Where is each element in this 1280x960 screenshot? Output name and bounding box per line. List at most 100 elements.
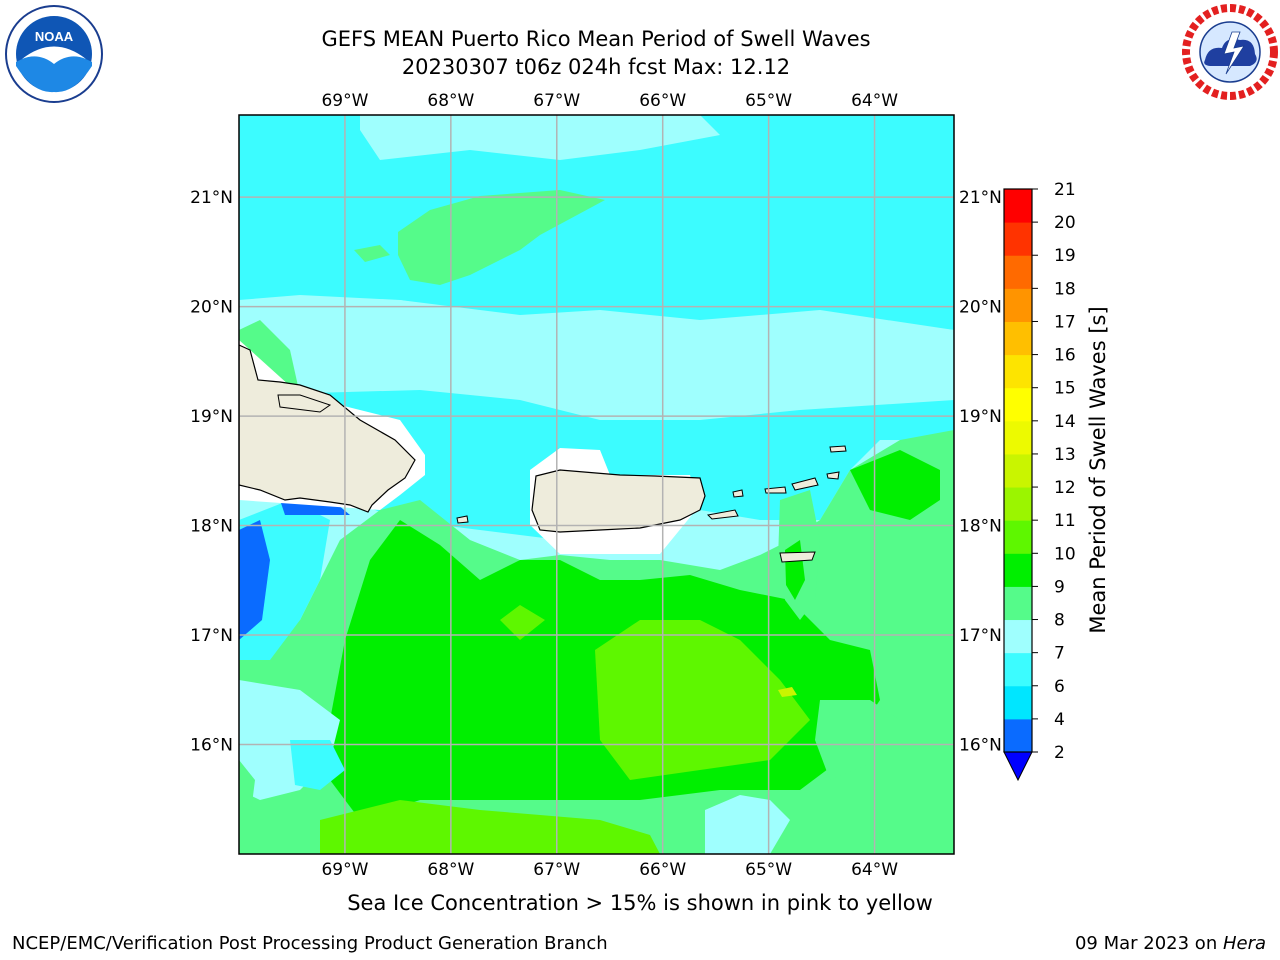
- colorbar-bin: [1004, 652, 1032, 687]
- contour-9s-north: [360, 115, 720, 160]
- lon-tick-label-top: 69°W: [321, 91, 368, 111]
- contour-10s-east-patch: [815, 700, 900, 780]
- colorbar-tick-label: 15: [1054, 379, 1076, 399]
- colorbar-bin: [1004, 387, 1032, 422]
- land-puerto-rico: [531, 469, 706, 533]
- contour-11s-east: [850, 450, 940, 520]
- colorbar-bin: [1004, 520, 1032, 554]
- colorbar: 2 4 6 7 8 9 10 11 12 13 14 15 16 17 18 19 20 21: [1003, 180, 1076, 782]
- axis-labels: 69°W 69°W 68°W 68°W 67°W 67°W 66°W 66°W 65°W 65°W…: [190, 91, 1002, 880]
- lat-tick-label-right: 17°N: [959, 626, 1002, 646]
- colorbar-tick-label: 16: [1054, 346, 1076, 366]
- contour-12s-small: [500, 605, 545, 640]
- contour-10s-small-patch: [354, 245, 390, 262]
- lon-tick-label-bottom: 64°W: [851, 860, 898, 880]
- colorbar-tick-label: 12: [1054, 478, 1076, 498]
- contour-12s-southwest: [320, 800, 660, 854]
- lat-tick-label-right: 19°N: [959, 407, 1002, 427]
- colorbar-tick-label: 18: [1054, 279, 1076, 299]
- lon-tick-label-top: 64°W: [851, 91, 898, 111]
- noaa-logo-text: NOAA: [35, 29, 74, 44]
- graticule: [239, 115, 954, 854]
- lat-tick-label-right: 18°N: [959, 517, 1002, 537]
- lon-tick-label-bottom: 65°W: [745, 860, 792, 880]
- footer-machine: Hera: [1222, 933, 1266, 954]
- noaa-logo: NOAA: [5, 5, 103, 103]
- colorbar-tick-label: 2: [1054, 743, 1065, 763]
- sea-ice-note: Sea Ice Concentration > 15% is shown in …: [347, 891, 933, 915]
- land-vieques: [706, 509, 739, 520]
- lon-tick-label-bottom: 68°W: [427, 860, 474, 880]
- footer-date: 09 Mar 2023 on Hera: [1075, 933, 1266, 954]
- colorbar-bin: [1004, 354, 1032, 389]
- colorbar-bin: [1004, 321, 1032, 356]
- colorbar-tick-label: 20: [1054, 213, 1076, 233]
- contour-9s-mid: [239, 295, 954, 420]
- colorbar-bin: [1004, 487, 1032, 521]
- lon-tick-label-top: 68°W: [427, 91, 474, 111]
- colorbar-tick-label: 13: [1054, 445, 1076, 465]
- contour-10s-far-sw: [239, 760, 255, 830]
- colorbar-tick-label: 9: [1054, 577, 1065, 597]
- colorbar-bin: [1004, 255, 1032, 289]
- lon-tick-label-bottom: 66°W: [639, 860, 686, 880]
- lat-tick-label-right: 21°N: [959, 188, 1002, 208]
- lat-tick-label-right: 16°N: [959, 736, 1002, 756]
- chart-title: GEFS MEAN Puerto Rico Mean Period of Swe…: [321, 27, 871, 51]
- lon-tick-label-bottom: 69°W: [321, 860, 368, 880]
- colorbar-tick-label: 17: [1054, 312, 1076, 332]
- colorbar-tick-label: 19: [1054, 246, 1076, 266]
- colorbar-tick-label: 6: [1054, 677, 1065, 697]
- footer-date-text: 09 Mar 2023 on: [1074, 933, 1223, 954]
- contour-10s-north-patch: [398, 190, 605, 285]
- land-st-croix: [779, 551, 816, 563]
- colorbar-tick-label: 21: [1054, 180, 1076, 200]
- contour-4s-west: [239, 520, 270, 640]
- lon-tick-label-bottom: 67°W: [533, 860, 580, 880]
- colorbar-tick-label: 10: [1054, 544, 1076, 564]
- colorbar-frame: [1003, 188, 1033, 753]
- lon-tick-label-top: 65°W: [745, 91, 792, 111]
- colorbar-bin: [1004, 288, 1032, 322]
- lat-tick-label-right: 20°N: [959, 298, 1002, 318]
- lat-tick-label-left: 21°N: [190, 188, 233, 208]
- lat-tick-label-left: 20°N: [190, 298, 233, 318]
- land-virgin-gorda: [826, 471, 840, 480]
- land-mona-island: [456, 515, 469, 524]
- colorbar-bin: [1004, 619, 1032, 654]
- footer-branch: NCEP/EMC/Verification Post Processing Pr…: [12, 933, 608, 954]
- colorbar-label: Mean Period of Swell Waves [s]: [1086, 306, 1110, 634]
- colorbar-tick-label: 8: [1054, 611, 1065, 631]
- lat-tick-label-left: 19°N: [190, 407, 233, 427]
- colorbar-bin: [1004, 222, 1032, 256]
- colorbar-bin: [1004, 718, 1032, 753]
- colorbar-tick-label: 7: [1054, 644, 1065, 664]
- land-anegada: [829, 445, 847, 453]
- contour-12s-core: [595, 620, 810, 780]
- colorbar-bin: [1004, 453, 1032, 488]
- lon-tick-label-top: 67°W: [533, 91, 580, 111]
- colorbar-tick-label: 14: [1054, 412, 1076, 432]
- land-tortola: [791, 477, 819, 491]
- lon-tick-label-top: 66°W: [639, 91, 686, 111]
- contour-8s-southwest: [290, 740, 345, 790]
- land-st-thomas: [764, 486, 787, 494]
- lat-tick-label-left: 16°N: [190, 736, 233, 756]
- colorbar-bin: [1004, 586, 1032, 621]
- map-fields: [239, 115, 954, 854]
- colorbar-bin: [1004, 189, 1032, 223]
- nws-logo: [1182, 4, 1278, 100]
- map-frame: [238, 114, 955, 855]
- colorbar-extend-arrow: [1003, 751, 1033, 782]
- land-culebra: [732, 489, 744, 498]
- lat-tick-label-left: 18°N: [190, 517, 233, 537]
- contour-13s-max: [778, 687, 797, 697]
- colorbar-tick-label: 11: [1054, 511, 1076, 531]
- land-hispaniola: [239, 344, 416, 513]
- lat-tick-label-left: 17°N: [190, 626, 233, 646]
- colorbar-bin: [1004, 553, 1032, 587]
- colorbar-tick-label: 4: [1054, 710, 1065, 730]
- colorbar-bin: [1004, 685, 1032, 720]
- land-tortuga-gonave: [277, 394, 332, 413]
